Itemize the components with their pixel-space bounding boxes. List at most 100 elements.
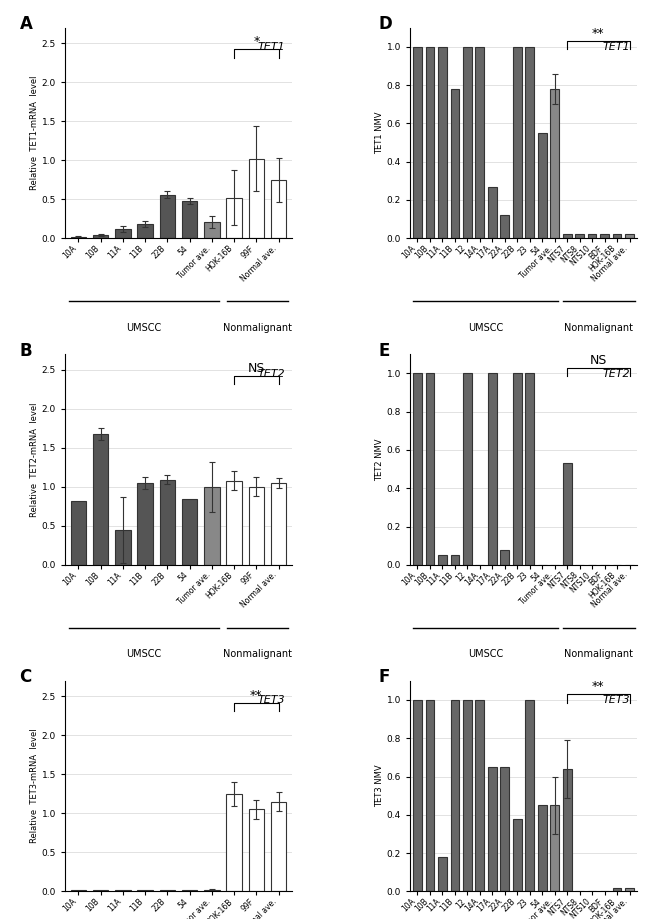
- Text: F: F: [378, 668, 389, 686]
- Bar: [426, 47, 434, 238]
- Bar: [538, 805, 547, 891]
- Bar: [500, 215, 509, 238]
- Text: E: E: [378, 342, 389, 359]
- Text: TET1: TET1: [257, 42, 285, 52]
- Bar: [613, 234, 621, 238]
- Bar: [71, 890, 86, 891]
- Bar: [271, 482, 287, 565]
- Bar: [525, 373, 534, 565]
- Bar: [463, 373, 472, 565]
- Bar: [438, 857, 447, 891]
- Bar: [488, 767, 497, 891]
- Bar: [625, 234, 634, 238]
- Bar: [248, 487, 264, 565]
- Bar: [426, 373, 434, 565]
- Bar: [450, 89, 460, 238]
- Bar: [525, 47, 534, 238]
- Y-axis label: Relative  TET2-mRNA  level: Relative TET2-mRNA level: [30, 403, 39, 516]
- Bar: [563, 463, 571, 565]
- Text: UMSCC: UMSCC: [126, 649, 162, 659]
- Bar: [71, 501, 86, 565]
- Bar: [160, 890, 175, 891]
- Bar: [93, 235, 109, 238]
- Bar: [500, 550, 509, 565]
- Bar: [115, 890, 131, 891]
- Bar: [93, 890, 109, 891]
- Bar: [182, 498, 198, 565]
- Bar: [115, 229, 131, 238]
- Bar: [488, 187, 497, 238]
- Bar: [137, 224, 153, 238]
- Text: *: *: [254, 35, 259, 49]
- Bar: [182, 201, 198, 238]
- Bar: [160, 195, 175, 238]
- Bar: [426, 700, 434, 891]
- Bar: [438, 47, 447, 238]
- Bar: [463, 47, 472, 238]
- Bar: [248, 159, 264, 238]
- Bar: [450, 555, 460, 565]
- Text: C: C: [20, 668, 32, 686]
- Text: Nonmalignant: Nonmalignant: [223, 323, 292, 333]
- Bar: [575, 234, 584, 238]
- Y-axis label: TET1 NMV: TET1 NMV: [375, 112, 384, 154]
- Bar: [500, 767, 509, 891]
- Text: UMSCC: UMSCC: [126, 323, 162, 333]
- Text: **: **: [250, 688, 263, 701]
- Text: **: **: [592, 680, 604, 693]
- Bar: [438, 555, 447, 565]
- Text: A: A: [20, 15, 32, 33]
- Bar: [551, 89, 559, 238]
- Bar: [563, 234, 571, 238]
- Bar: [513, 819, 522, 891]
- Bar: [204, 890, 220, 891]
- Bar: [248, 810, 264, 891]
- Bar: [476, 47, 484, 238]
- Bar: [463, 700, 472, 891]
- Bar: [488, 373, 497, 565]
- Bar: [137, 482, 153, 565]
- Y-axis label: TET2 NMV: TET2 NMV: [375, 438, 384, 481]
- Bar: [93, 434, 109, 565]
- Bar: [563, 769, 571, 891]
- Text: UMSCC: UMSCC: [468, 323, 503, 333]
- Bar: [513, 47, 522, 238]
- Bar: [271, 801, 287, 891]
- Bar: [204, 487, 220, 565]
- Bar: [525, 700, 534, 891]
- Text: **: **: [592, 27, 604, 40]
- Text: TET3: TET3: [257, 696, 285, 706]
- Text: TET2: TET2: [257, 369, 285, 379]
- Text: D: D: [378, 15, 392, 33]
- Bar: [226, 198, 242, 238]
- Text: NS: NS: [590, 354, 607, 367]
- Bar: [625, 888, 634, 891]
- Bar: [160, 480, 175, 565]
- Y-axis label: TET3 NMV: TET3 NMV: [375, 765, 384, 808]
- Bar: [182, 890, 198, 891]
- Text: Nonmalignant: Nonmalignant: [564, 649, 634, 659]
- Bar: [226, 481, 242, 565]
- Text: TET3: TET3: [603, 696, 630, 706]
- Bar: [588, 234, 597, 238]
- Bar: [137, 890, 153, 891]
- Text: Nonmalignant: Nonmalignant: [564, 323, 634, 333]
- Bar: [538, 133, 547, 238]
- Bar: [413, 373, 422, 565]
- Text: UMSCC: UMSCC: [468, 649, 503, 659]
- Text: NS: NS: [248, 362, 265, 375]
- Bar: [513, 373, 522, 565]
- Text: Nonmalignant: Nonmalignant: [223, 649, 292, 659]
- Bar: [450, 700, 460, 891]
- Bar: [476, 700, 484, 891]
- Bar: [551, 805, 559, 891]
- Bar: [204, 221, 220, 238]
- Y-axis label: Relative  TET1-mRNA  level: Relative TET1-mRNA level: [30, 75, 39, 190]
- Text: TET1: TET1: [603, 42, 630, 52]
- Bar: [613, 888, 621, 891]
- Bar: [413, 47, 422, 238]
- Bar: [115, 529, 131, 565]
- Bar: [271, 180, 287, 238]
- Y-axis label: Relative  TET3-mRNA  level: Relative TET3-mRNA level: [30, 729, 39, 844]
- Bar: [413, 700, 422, 891]
